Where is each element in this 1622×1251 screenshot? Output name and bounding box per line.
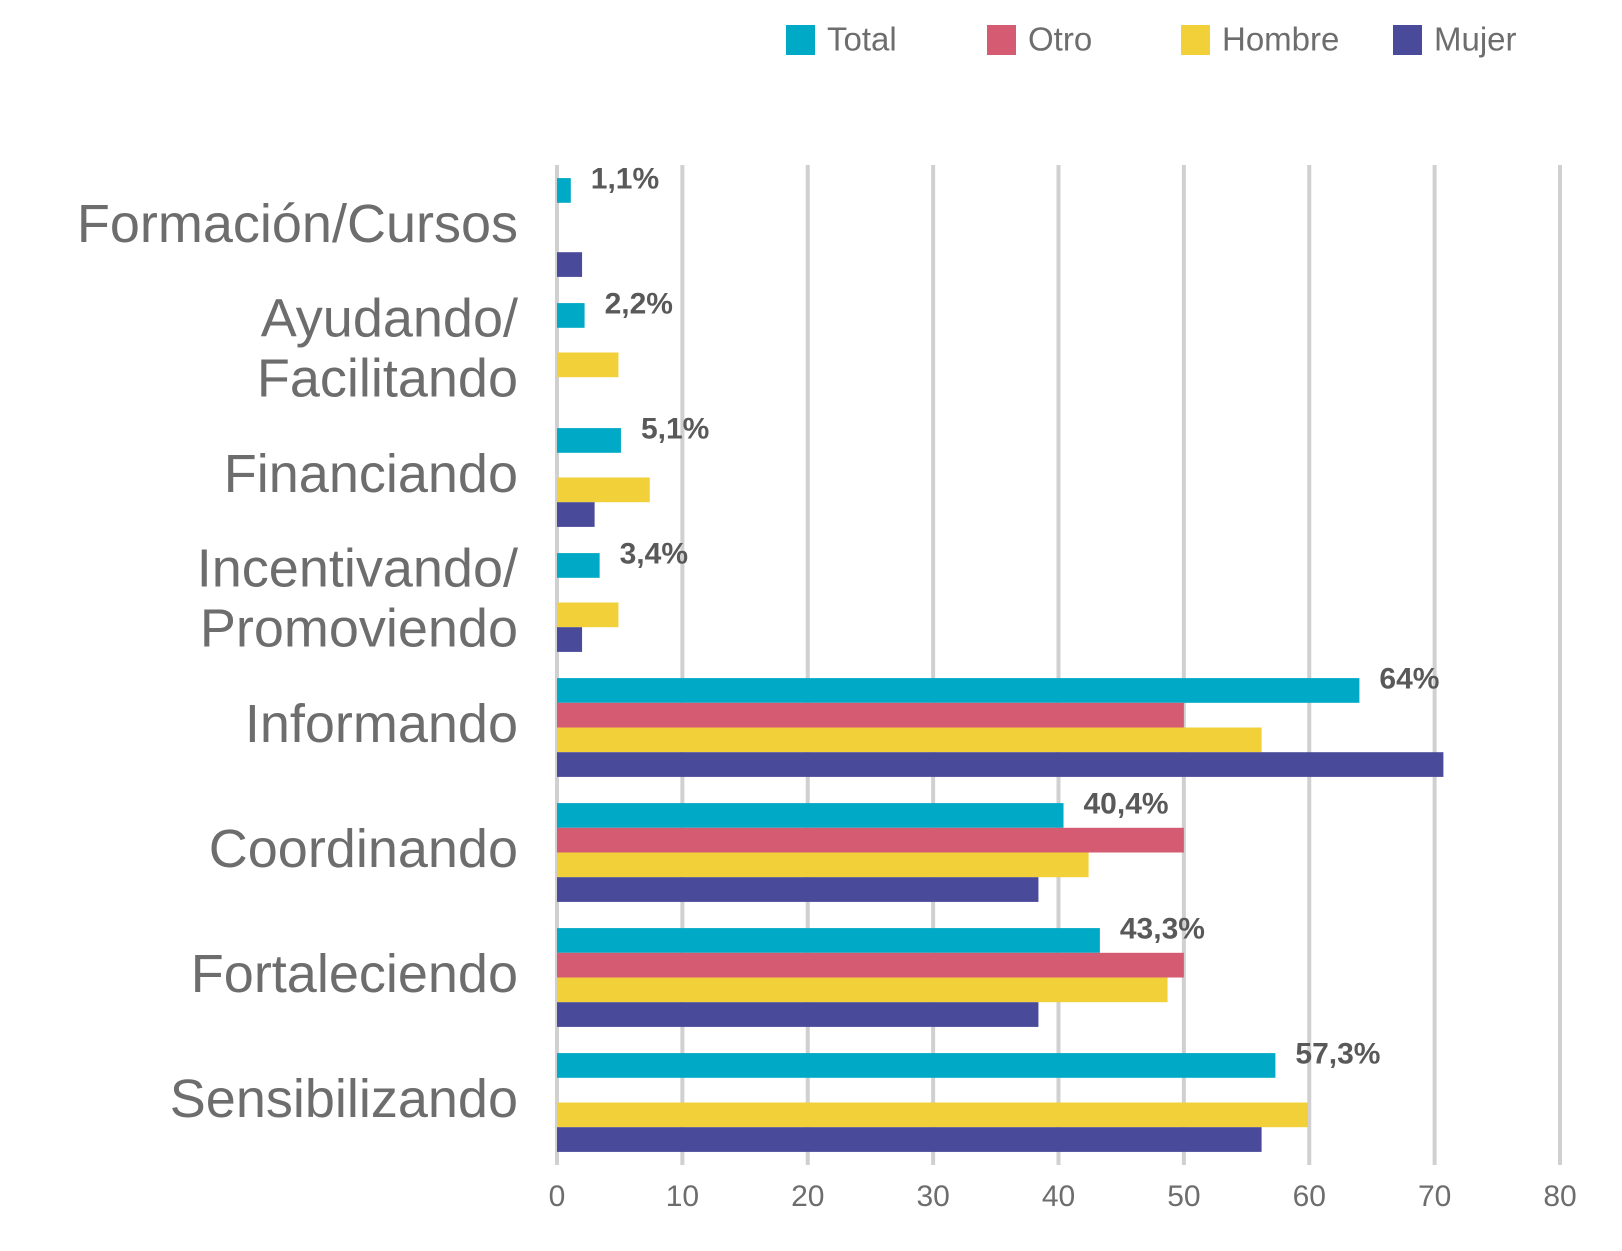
bar: [557, 477, 650, 503]
bar: [557, 178, 571, 203]
value-label: 1,1%: [591, 162, 659, 195]
legend-swatch: [786, 25, 815, 55]
bar: [557, 602, 619, 628]
bar: [557, 303, 585, 328]
value-label: 2,2%: [605, 287, 673, 320]
bar: [557, 952, 1184, 978]
bar: [557, 1102, 1308, 1128]
x-tick-label: 0: [549, 1180, 566, 1213]
bar: [557, 877, 1039, 902]
x-tick-label: 80: [1543, 1180, 1576, 1213]
x-tick-label: 30: [916, 1180, 949, 1213]
category-label: Financiando: [224, 444, 518, 504]
category-label: Formación/Cursos: [77, 194, 518, 254]
legend-swatch: [1181, 25, 1210, 55]
bar: [557, 977, 1168, 1003]
bar: [557, 727, 1262, 753]
bar: [557, 352, 619, 378]
category-label: Sensibilizando: [170, 1069, 518, 1129]
value-label: 40,4%: [1084, 787, 1169, 820]
bar: [557, 928, 1100, 953]
category-label: Coordinando: [209, 819, 518, 879]
bar: [557, 428, 621, 453]
legend-label: Hombre: [1222, 21, 1339, 58]
category-label: Ayudando/Facilitando: [257, 289, 518, 409]
value-label: 43,3%: [1120, 912, 1205, 945]
bar: [557, 702, 1184, 728]
value-label: 64%: [1379, 662, 1439, 695]
bar: [557, 852, 1089, 878]
bar: [557, 752, 1444, 777]
bar: [557, 827, 1184, 853]
x-tick-label: 40: [1042, 1180, 1075, 1213]
value-label: 57,3%: [1295, 1037, 1380, 1070]
bar: [557, 627, 583, 652]
bar: [557, 678, 1360, 703]
x-tick-label: 70: [1418, 1180, 1451, 1213]
legend-label: Otro: [1028, 21, 1092, 58]
bar: [557, 252, 583, 277]
bar: [557, 553, 600, 578]
x-tick-label: 10: [666, 1180, 699, 1213]
value-label: 5,1%: [641, 412, 709, 445]
value-label: 3,4%: [620, 537, 688, 570]
bar: [557, 803, 1064, 828]
legend-label: Mujer: [1434, 21, 1517, 58]
bar: [557, 1002, 1039, 1027]
category-label: Incentivando/Promoviendo: [197, 539, 518, 659]
legend-label: Total: [827, 21, 897, 58]
x-tick-label: 60: [1293, 1180, 1326, 1213]
bar: [557, 502, 595, 527]
bar: [557, 1053, 1276, 1078]
category-label: Informando: [245, 694, 518, 754]
legend-swatch: [987, 25, 1016, 55]
x-tick-label: 20: [791, 1180, 824, 1213]
legend-swatch: [1393, 25, 1422, 55]
category-label: Fortaleciendo: [191, 944, 518, 1004]
x-tick-label: 50: [1167, 1180, 1200, 1213]
bar: [557, 1127, 1262, 1152]
